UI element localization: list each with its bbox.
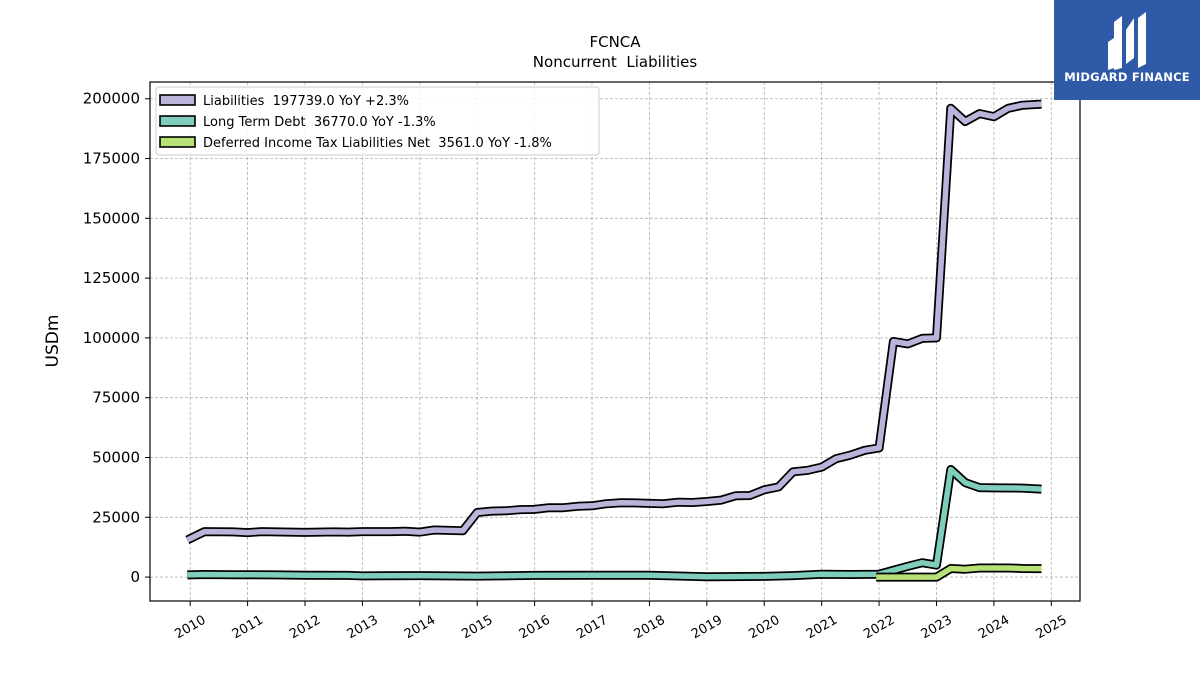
y-tick-label: 25000 [92, 508, 140, 526]
y-tick-label: 125000 [83, 269, 140, 287]
legend-box [155, 86, 600, 156]
legend-swatch [159, 94, 196, 106]
legend-label: Liabilities 197739.0 YoY +2.3% [203, 94, 409, 109]
legend-label: Deferred Income Tax Liabilities Net 3561… [203, 136, 552, 151]
x-tick-label: 2012 [287, 613, 323, 643]
y-tick-label: 50000 [92, 448, 140, 466]
chart-subtitle: Noncurrent Liabilities [533, 53, 698, 71]
y-tick-label: 75000 [92, 389, 140, 407]
x-tick-label: 2018 [632, 613, 668, 643]
logo-text: MIDGARD FINANCE [1064, 70, 1190, 84]
x-tick-label: 2019 [689, 613, 725, 643]
x-axis: 2010 2011 2012 2013 2014 2015 2016 2017 2018 2019… [172, 601, 1070, 643]
x-tick-label: 2023 [919, 613, 955, 643]
x-tick-label: 2011 [230, 613, 266, 643]
chart-title: FCNCA [589, 33, 641, 51]
x-tick-label: 2022 [861, 613, 897, 643]
legend-label: Long Term Debt 36770.0 YoY -1.3% [203, 115, 436, 130]
legend-swatch [159, 136, 196, 148]
x-tick-label: 2016 [517, 613, 553, 643]
x-tick-label: 2020 [746, 613, 782, 643]
series-outline-1 [187, 465, 1042, 582]
legend-swatch [159, 115, 196, 127]
y-tick-label: 175000 [83, 150, 140, 168]
stylized-m-icon [1108, 12, 1146, 70]
series-layer [185, 99, 1042, 582]
y-tick-label: 100000 [83, 329, 140, 347]
x-tick-label: 2010 [172, 613, 208, 643]
x-tick-label: 2013 [345, 613, 381, 643]
x-tick-label: 2021 [804, 613, 840, 643]
x-tick-label: 2025 [1033, 613, 1069, 643]
brand-logo: MIDGARD FINANCE [1054, 0, 1200, 100]
x-tick-label: 2014 [402, 613, 438, 643]
x-tick-label: 2024 [976, 613, 1012, 643]
y-axis: 0 25000 50000 75000 100000 125000 150000 175000… [83, 90, 150, 586]
x-tick-label: 2017 [574, 613, 610, 643]
series-line-0 [186, 101, 1042, 543]
series-line-1 [187, 466, 1042, 580]
legend: Liabilities 197739.0 YoY +2.3% Long Term … [155, 86, 600, 156]
series-line-2 [876, 565, 1042, 580]
y-tick-label: 200000 [83, 90, 140, 108]
y-axis-label: USDm [43, 315, 63, 368]
x-tick-label: 2015 [459, 613, 495, 643]
y-tick-label: 150000 [83, 209, 140, 227]
y-tick-label: 0 [130, 568, 140, 586]
series-outline-0 [185, 99, 1042, 545]
plot-frame [149, 81, 1081, 602]
